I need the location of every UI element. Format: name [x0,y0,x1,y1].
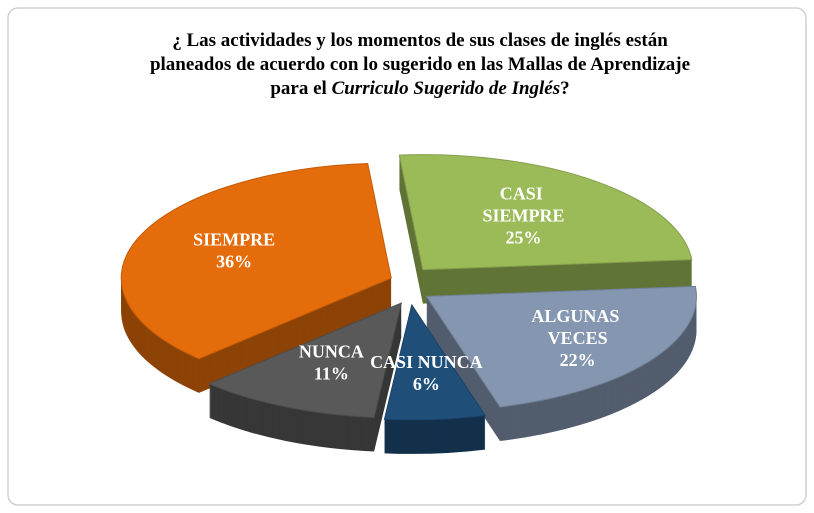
title-part: ? [560,78,570,99]
slice-value-label: 6% [413,374,440,394]
title-part: Curriculo Sugerido de Inglés [332,78,561,99]
pie-slice [120,163,392,393]
pie-slice [398,154,693,304]
pie-slice [383,303,487,454]
label-line: CASI [500,184,548,204]
slice-label: ALGUNAS VECES [531,306,624,348]
title-part: para el [270,78,331,99]
chart-title: para el Curriculo Sugerido de Inglés? [270,78,569,99]
label-line: ALGUNAS [531,306,624,326]
slice-top [383,303,487,421]
slice-label: CASI SIEMPRE [483,184,565,226]
chart-title: planeados de acuerdo con lo sugerido en … [150,54,690,75]
chart-title: ¿ Las actividades y los momentos de sus … [172,30,668,51]
slice-label: NUNCA [299,341,364,361]
slice-value-label: 36% [216,251,252,271]
pie-slice [425,285,697,442]
title-part: planeados de acuerdo con lo sugerido en … [150,54,690,75]
slice-top [425,285,697,408]
slice-value-label: 22% [560,350,596,370]
label-line: SIEMPRE [483,206,565,226]
label-line: VECES [548,328,608,348]
slice-label: SIEMPRE [193,229,275,249]
slice-top [398,154,693,271]
slice-label: CASI NUNCA [370,352,483,372]
slice-top [207,302,403,418]
title-part: ¿ Las actividades y los momentos de sus … [172,30,668,51]
pie-slice [207,302,403,452]
slice-value-label: 11% [314,363,349,383]
slice-value-label: 25% [506,228,542,248]
slice-top [120,163,392,360]
